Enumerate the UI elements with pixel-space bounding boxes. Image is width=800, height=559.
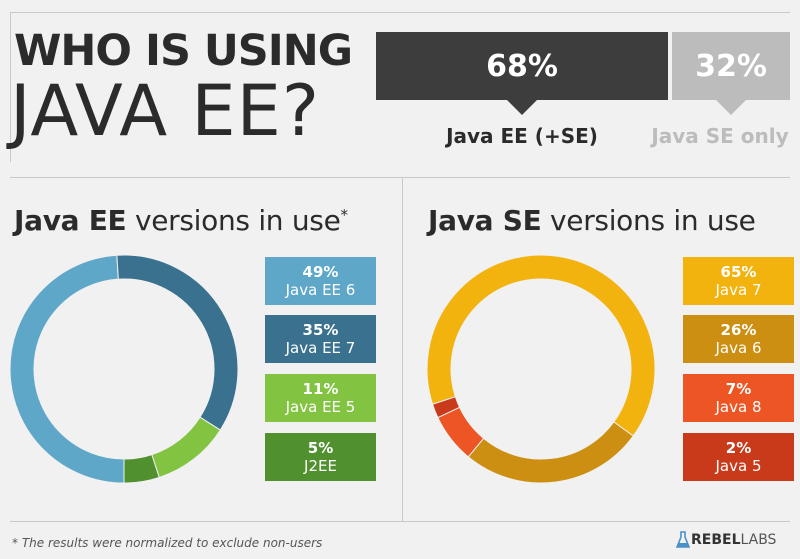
se-legend-item-java-8: 7% Java 8 bbox=[683, 374, 794, 422]
se-donut-segment-java-7 bbox=[426, 254, 656, 437]
ee-legend-label: J2EE bbox=[304, 457, 337, 475]
ee-share-label: Java EE (+SE) bbox=[446, 124, 598, 148]
ee-legend-item-j2ee: 5% J2EE bbox=[265, 433, 376, 481]
se-donut-segment-java-6 bbox=[467, 421, 634, 484]
ee-legend-label: Java EE 5 bbox=[285, 398, 356, 416]
title-vertical-rule bbox=[10, 12, 11, 162]
se-legend-label: Java 6 bbox=[715, 339, 762, 357]
ee-section-title: Java EE versions in use* bbox=[14, 204, 348, 237]
bottom-rule bbox=[10, 521, 790, 522]
se-legend-value: 26% bbox=[720, 321, 757, 339]
ee-legend-value: 11% bbox=[302, 380, 339, 398]
se-legend-label: Java 5 bbox=[715, 457, 762, 475]
se-section-title: Java SE versions in use bbox=[428, 204, 756, 237]
section-divider-rule bbox=[10, 177, 790, 178]
ee-donut-segment-java-ee-6 bbox=[9, 254, 125, 484]
se-share-bar: 32% bbox=[672, 32, 790, 115]
ee-donut-segment-java-ee-5 bbox=[151, 416, 221, 479]
ee-legend-item-java-ee-6: 49% Java EE 6 bbox=[265, 257, 376, 305]
se-legend-value: 65% bbox=[720, 263, 757, 281]
ee-section-title-rest: versions in use bbox=[126, 204, 341, 237]
brand-logo: REBEL LABS bbox=[676, 531, 776, 549]
rebellabs-logo-icon bbox=[676, 531, 690, 548]
se-donut-segment-java-5 bbox=[431, 396, 461, 419]
se-versions-donut-chart bbox=[426, 254, 656, 484]
column-divider-rule bbox=[402, 177, 403, 521]
page-title-line1: WHO IS USING bbox=[14, 26, 353, 76]
se-share-pointer bbox=[716, 100, 746, 115]
se-section-title-bold: Java SE bbox=[428, 204, 542, 237]
ee-legend-label: Java EE 7 bbox=[285, 339, 356, 357]
ee-donut-segment-j2ee bbox=[123, 453, 160, 484]
ee-section-title-bold: Java EE bbox=[14, 204, 127, 237]
ee-legend-value: 5% bbox=[307, 439, 334, 457]
se-legend-value: 2% bbox=[725, 439, 752, 457]
ee-legend-item-java-ee-5: 11% Java EE 5 bbox=[265, 374, 376, 422]
page-title-line2: JAVA EE? bbox=[10, 70, 320, 152]
ee-share-bar: 68% bbox=[376, 32, 668, 115]
ee-legend-label: Java EE 6 bbox=[285, 281, 356, 299]
se-legend-item-java-7: 65% Java 7 bbox=[683, 257, 794, 305]
se-legend-label: Java 8 bbox=[715, 398, 762, 416]
ee-legend-value: 35% bbox=[302, 321, 339, 339]
brand-name-rest: LABS bbox=[740, 532, 777, 548]
ee-share-value: 68% bbox=[486, 48, 558, 84]
top-rule bbox=[10, 12, 790, 13]
se-legend-value: 7% bbox=[725, 380, 752, 398]
brand-name-bold: REBEL bbox=[691, 532, 741, 548]
ee-legend-value: 49% bbox=[302, 263, 339, 281]
ee-share-pointer bbox=[507, 100, 537, 115]
se-section-title-rest: versions in use bbox=[541, 204, 756, 237]
ee-donut-segment-java-ee-7 bbox=[116, 254, 239, 431]
se-share-value: 32% bbox=[695, 48, 767, 84]
ee-section-title-mark: * bbox=[340, 206, 349, 224]
footnote: * The results were normalized to exclude… bbox=[12, 536, 323, 550]
se-share-label: Java SE only bbox=[651, 124, 789, 148]
ee-legend-item-java-ee-7: 35% Java EE 7 bbox=[265, 315, 376, 363]
se-legend-label: Java 7 bbox=[715, 281, 762, 299]
ee-versions-donut-chart bbox=[9, 254, 239, 484]
se-legend-item-java-6: 26% Java 6 bbox=[683, 315, 794, 363]
se-legend-item-java-5: 2% Java 5 bbox=[683, 433, 794, 481]
